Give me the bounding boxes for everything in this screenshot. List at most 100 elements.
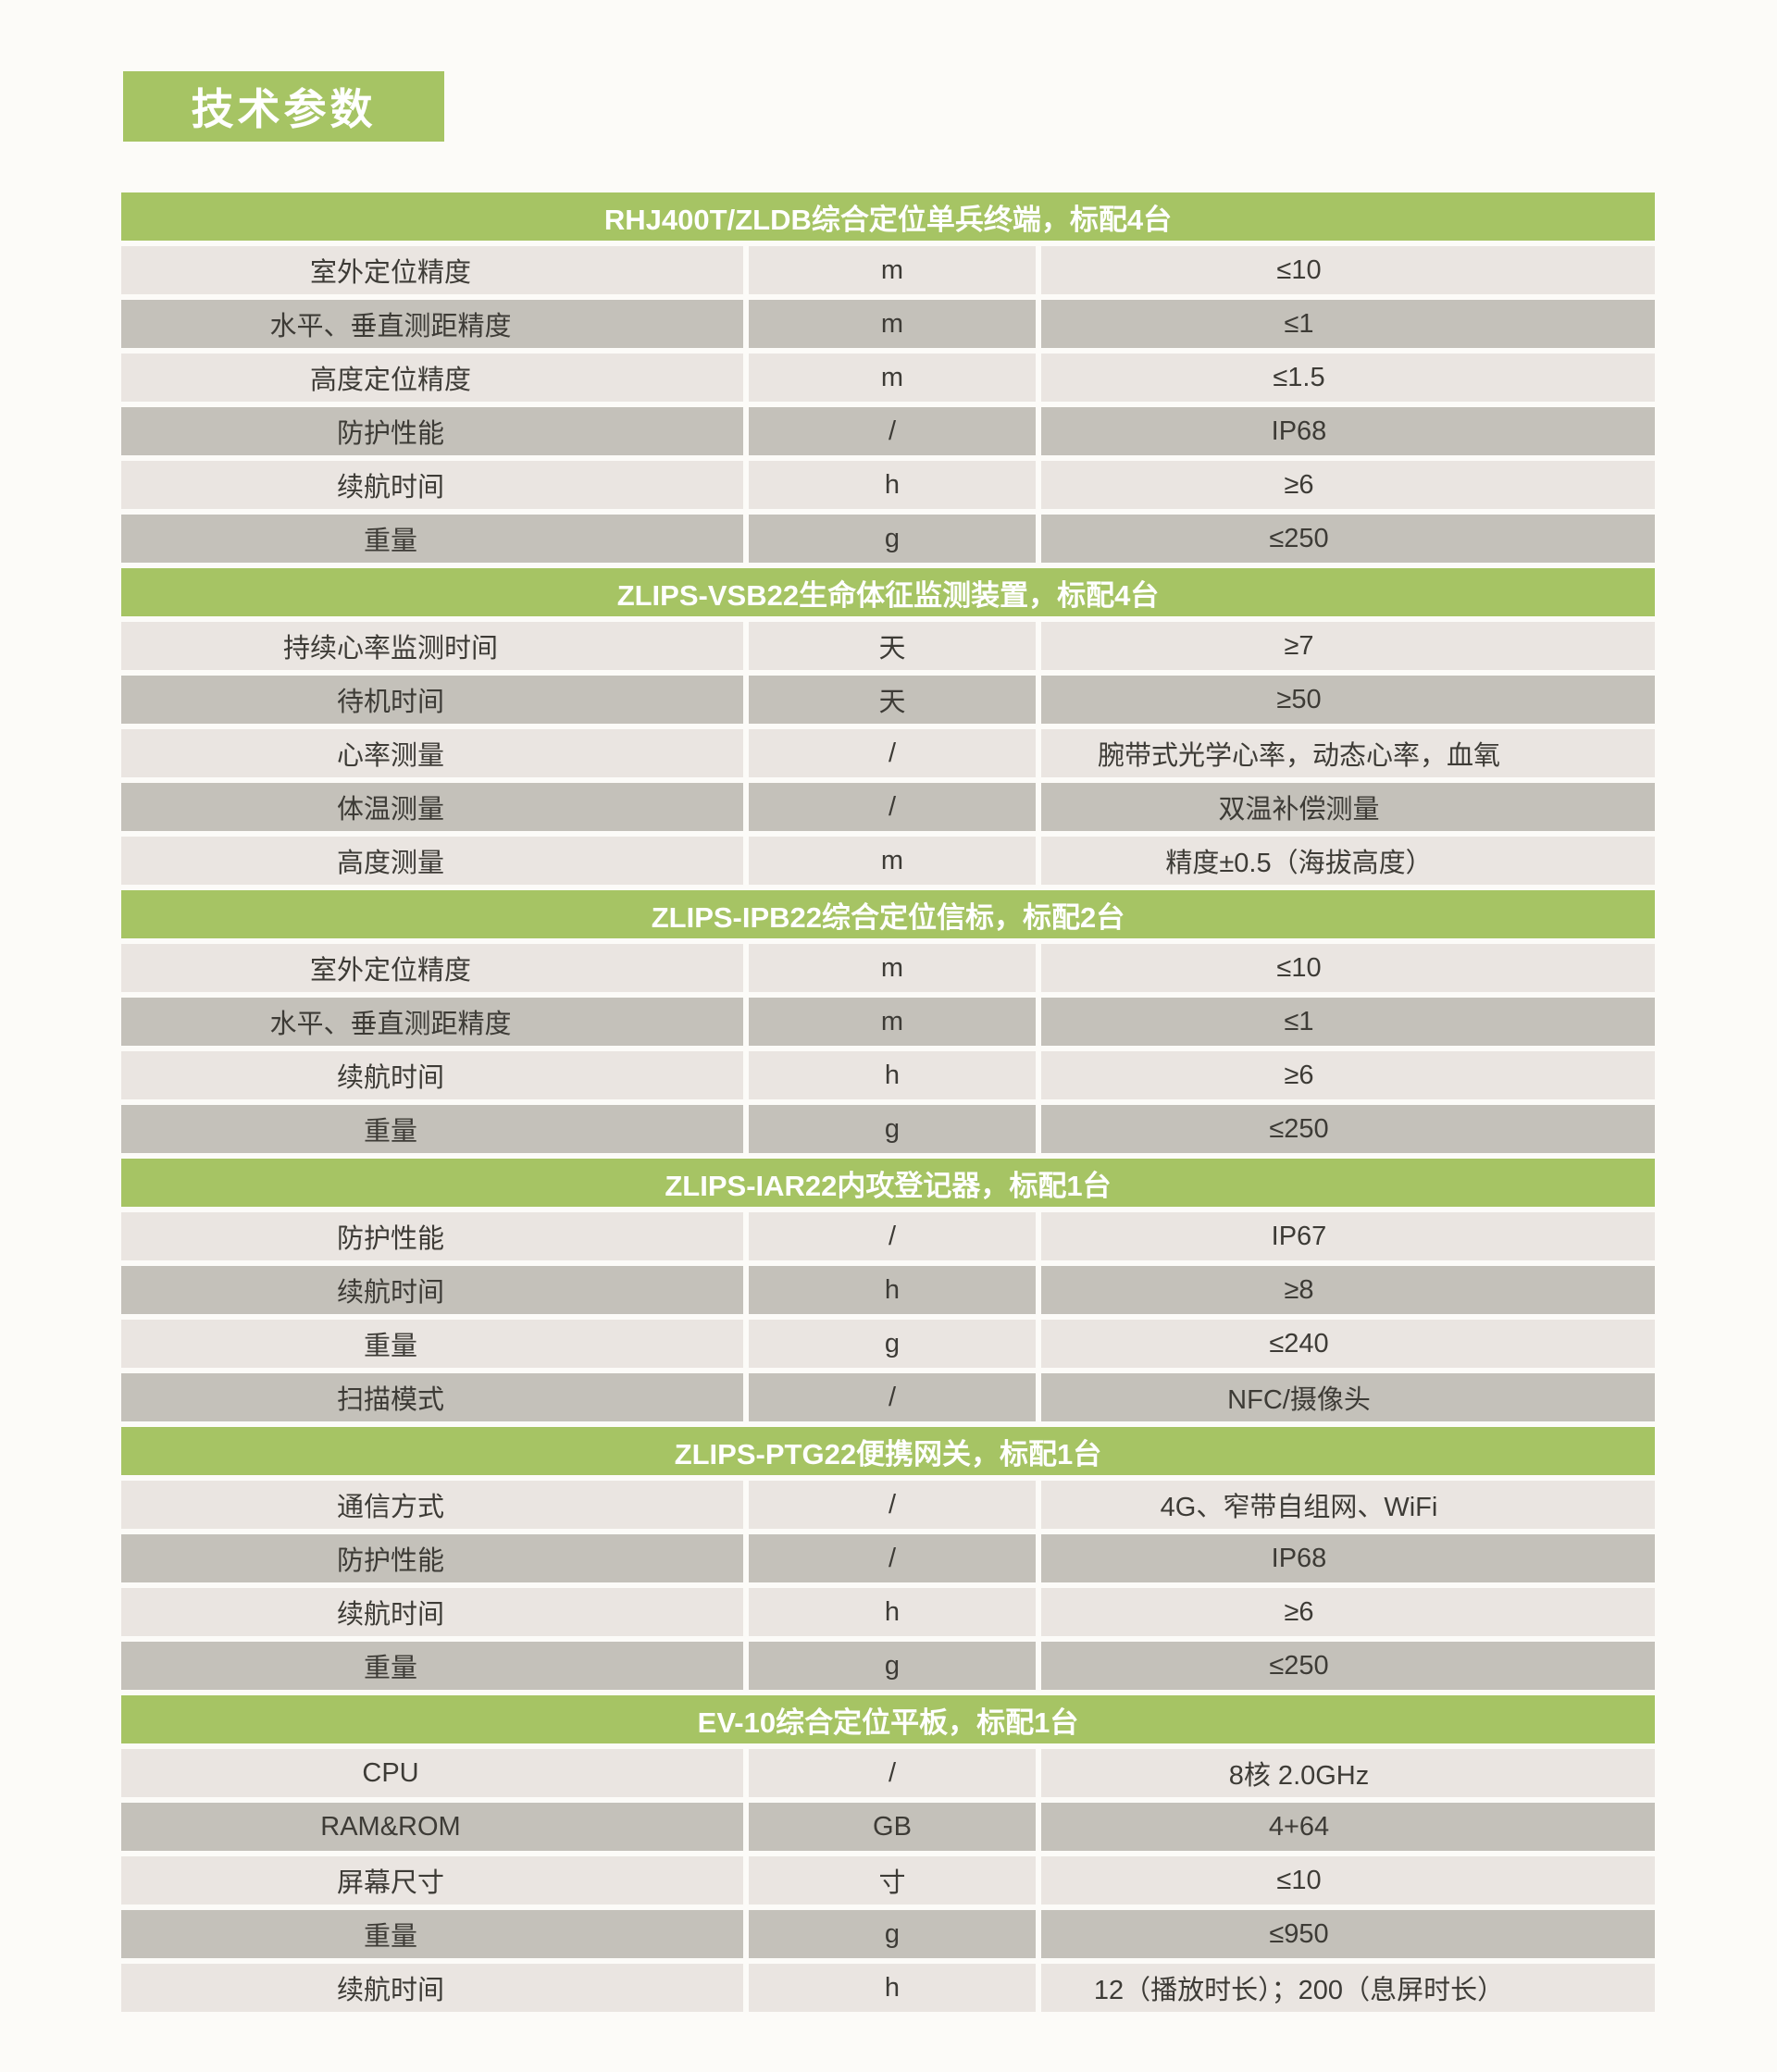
param-cell: 续航时间: [121, 1964, 743, 2012]
param-cell: 体温测量: [121, 783, 743, 831]
table-row: 重量 g ≤250: [121, 515, 1655, 563]
value-cell: ≤240: [1041, 1320, 1655, 1368]
value-cell: ≤10: [1041, 1856, 1655, 1905]
param-cell: 重量: [121, 1910, 743, 1958]
value-cell: 双温补偿测量: [1041, 783, 1655, 831]
unit-cell: g: [749, 1105, 1036, 1153]
table-row: 重量 g ≤250: [121, 1105, 1655, 1153]
table-row: 体温测量 / 双温补偿测量: [121, 783, 1655, 831]
param-cell: 水平、垂直测距精度: [121, 300, 743, 348]
value-cell: ≥8: [1041, 1266, 1655, 1314]
table-row: 通信方式/4G、窄带自组网、WiFi: [121, 1481, 1655, 1529]
table-row: 扫描模式 / NFC/摄像头: [121, 1373, 1655, 1421]
table-row: 重量 g ≤240: [121, 1320, 1655, 1368]
value-cell: ≤950: [1041, 1910, 1655, 1958]
table-row: 续航时间 h ≥6: [121, 461, 1655, 509]
table-row: 续航时间 h ≥6: [121, 1051, 1655, 1099]
unit-cell: /: [749, 407, 1036, 455]
table-row: 水平、垂直测距精度 m ≤1: [121, 300, 1655, 348]
value-cell: 精度±0.5（海拔高度）: [1041, 837, 1655, 885]
section-header: EV-10综合定位平板，标配1台: [121, 1695, 1655, 1743]
value-cell: ≤250: [1041, 515, 1655, 563]
value-cell: IP68: [1041, 407, 1655, 455]
unit-cell: 寸: [749, 1856, 1036, 1905]
value-cell: ≤10: [1041, 944, 1655, 992]
table-row: 重量 g ≤250: [121, 1642, 1655, 1690]
unit-cell: m: [749, 998, 1036, 1046]
param-cell: 续航时间: [121, 1051, 743, 1099]
unit-cell: h: [749, 1964, 1036, 2012]
param-cell: 续航时间: [121, 461, 743, 509]
section-header: RHJ400T/ZLDB综合定位单兵终端，标配4台: [121, 192, 1655, 241]
table-row: 高度测量 m 精度±0.5（海拔高度）: [121, 837, 1655, 885]
param-cell: 心率测量: [121, 729, 743, 777]
param-cell: 水平、垂直测距精度: [121, 998, 743, 1046]
value-cell: ≤1: [1041, 300, 1655, 348]
table-row: 心率测量 / 腕带式光学心率，动态心率，血氧: [121, 729, 1655, 777]
value-cell: 12（播放时长）；200（息屏时长）: [1041, 1964, 1655, 2012]
param-cell: 防护性能: [121, 1534, 743, 1582]
unit-cell: /: [749, 1481, 1036, 1529]
table-row: 水平、垂直测距精度 m ≤1: [121, 998, 1655, 1046]
table-row: 防护性能 / IP68: [121, 407, 1655, 455]
unit-cell: g: [749, 1910, 1036, 1958]
value-cell: ≤1: [1041, 998, 1655, 1046]
unit-cell: 天: [749, 622, 1036, 670]
unit-cell: /: [749, 1749, 1036, 1797]
value-cell: ≥7: [1041, 622, 1655, 670]
value-cell: ≥6: [1041, 461, 1655, 509]
table-row: 高度定位精度 m ≤1.5: [121, 354, 1655, 402]
unit-cell: /: [749, 1534, 1036, 1582]
param-cell: CPU: [121, 1749, 743, 1797]
spec-table: RHJ400T/ZLDB综合定位单兵终端，标配4台 室外定位精度 m ≤10 水平、垂直…: [121, 192, 1655, 2017]
table-row: 防护性能 / IP67: [121, 1212, 1655, 1260]
value-cell: ≤1.5: [1041, 354, 1655, 402]
param-cell: 室外定位精度: [121, 246, 743, 294]
section-header: ZLIPS-IPB22综合定位信标，标配2台: [121, 890, 1655, 938]
unit-cell: m: [749, 837, 1036, 885]
unit-cell: /: [749, 1212, 1036, 1260]
value-cell: 4G、窄带自组网、WiFi: [1041, 1481, 1655, 1529]
value-cell: ≤250: [1041, 1642, 1655, 1690]
table-row: 续航时间 h 12（播放时长）；200（息屏时长）: [121, 1964, 1655, 2012]
unit-cell: g: [749, 1320, 1036, 1368]
table-row: 室外定位精度 m ≤10: [121, 944, 1655, 992]
unit-cell: m: [749, 246, 1036, 294]
value-cell: 腕带式光学心率，动态心率，血氧: [1041, 729, 1655, 777]
section-header: ZLIPS-IAR22内攻登记器，标配1台: [121, 1159, 1655, 1207]
table-row: 续航时间 h ≥6: [121, 1588, 1655, 1636]
unit-cell: m: [749, 300, 1036, 348]
param-cell: 重量: [121, 1642, 743, 1690]
param-cell: 重量: [121, 1320, 743, 1368]
param-cell: 通信方式: [121, 1481, 743, 1529]
param-cell: 防护性能: [121, 1212, 743, 1260]
unit-cell: 天: [749, 676, 1036, 724]
param-cell: 重量: [121, 1105, 743, 1153]
param-cell: 扫描模式: [121, 1373, 743, 1421]
value-cell: ≥6: [1041, 1051, 1655, 1099]
table-row: 防护性能 / IP68: [121, 1534, 1655, 1582]
unit-cell: GB: [749, 1803, 1036, 1851]
param-cell: RAM&ROM: [121, 1803, 743, 1851]
param-cell: 高度测量: [121, 837, 743, 885]
table-row: 重量 g ≤950: [121, 1910, 1655, 1958]
value-cell: IP68: [1041, 1534, 1655, 1582]
table-row: 续航时间 h ≥8: [121, 1266, 1655, 1314]
unit-cell: /: [749, 783, 1036, 831]
table-row: 屏幕尺寸寸 ≤10: [121, 1856, 1655, 1905]
table-row: 持续心率监测时间天 ≥7: [121, 622, 1655, 670]
value-cell: 4+64: [1041, 1803, 1655, 1851]
param-cell: 高度定位精度: [121, 354, 743, 402]
value-cell: ≥50: [1041, 676, 1655, 724]
value-cell: ≤10: [1041, 246, 1655, 294]
param-cell: 持续心率监测时间: [121, 622, 743, 670]
unit-cell: g: [749, 1642, 1036, 1690]
value-cell: ≥6: [1041, 1588, 1655, 1636]
unit-cell: /: [749, 729, 1036, 777]
unit-cell: h: [749, 1266, 1036, 1314]
section-header: ZLIPS-VSB22生命体征监测装置，标配4台: [121, 568, 1655, 616]
param-cell: 室外定位精度: [121, 944, 743, 992]
param-cell: 续航时间: [121, 1266, 743, 1314]
unit-cell: h: [749, 1051, 1036, 1099]
unit-cell: h: [749, 1588, 1036, 1636]
